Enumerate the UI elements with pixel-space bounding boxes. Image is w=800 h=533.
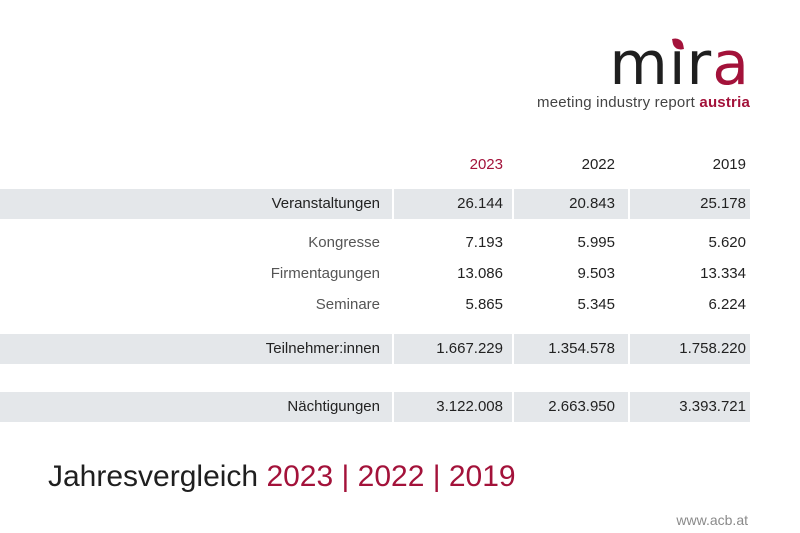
table-row: Firmentagungen 13.086 9.503 13.334 [0,259,750,289]
table-cell: 1.667.229 [436,340,503,357]
row-label: Kongresse [308,234,380,251]
table-row: Veranstaltungen 26.144 20.843 25.178 [0,189,750,219]
table-cell: 6.224 [708,296,746,313]
table-cell: 5.345 [577,296,615,313]
table-cell: 2.663.950 [548,398,615,415]
table-cell: 3.122.008 [436,398,503,415]
table-cell: 25.178 [700,195,746,212]
table-row: Kongresse 7.193 5.995 5.620 [0,228,750,258]
table-row: Nächtigungen 3.122.008 2.663.950 3.393.7… [0,392,750,422]
table-cell: 20.843 [569,195,615,212]
comparison-table: 2023 2022 2019 Veranstaltungen 26.144 20… [0,150,750,422]
table-header-row: 2023 2022 2019 [0,150,750,180]
row-label: Teilnehmer:innen [265,340,380,357]
year-header: 2023 [469,156,503,173]
table-cell: 3.393.721 [679,398,746,415]
table-cell: 5.995 [577,234,615,251]
logo-wordmark: mı ra [537,29,750,99]
table-cell: 1.758.220 [679,340,746,357]
table-cell: 13.334 [700,265,746,282]
row-label: Seminare [315,296,380,313]
logo-tagline: meeting industry report austria [537,94,750,111]
year-header: 2022 [581,156,615,173]
table-cell: 1.354.578 [548,340,615,357]
table-cell: 9.503 [577,265,615,282]
logo-letter-r: r [686,29,713,99]
page-title: Jahresvergleich 2023 | 2022 | 2019 [48,460,516,493]
table-row: Teilnehmer:innen 1.667.229 1.354.578 1.7… [0,334,750,364]
table-cell: 7.193 [465,234,503,251]
logo-letter-a: a [712,29,750,99]
footer-url: www.acb.at [676,512,748,528]
table-cell: 5.865 [465,296,503,313]
row-label: Nächtigungen [287,398,380,415]
logo-letter-m: m [609,29,669,99]
table-cell: 5.620 [708,234,746,251]
mira-logo: mı ra meeting industry report austria [537,29,750,111]
table-row: Seminare 5.865 5.345 6.224 [0,290,750,320]
row-label: Firmentagungen [270,265,380,282]
table-cell: 26.144 [457,195,503,212]
row-label: Veranstaltungen [271,195,380,212]
logo-letter-i: ı [668,29,687,99]
year-header: 2019 [712,156,746,173]
table-cell: 13.086 [457,265,503,282]
